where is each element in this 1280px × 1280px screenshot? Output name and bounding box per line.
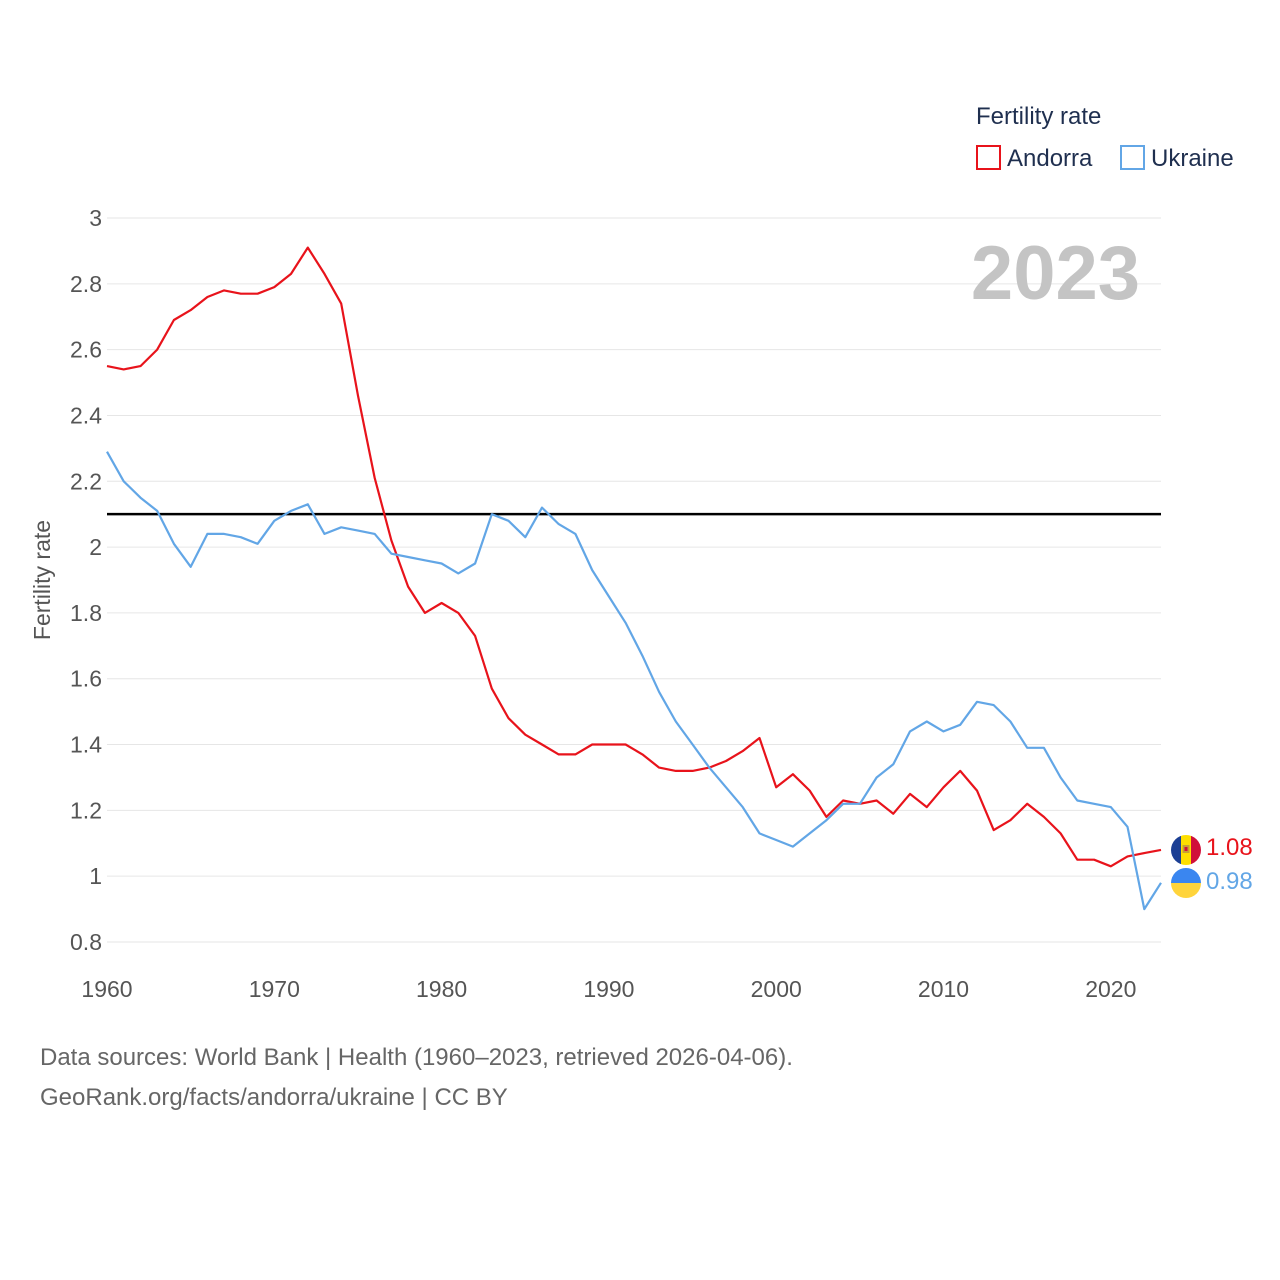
y-tick-label: 1.8 (70, 600, 102, 626)
footer-source: Data sources: World Bank | Health (1960–… (40, 1044, 793, 1071)
y-tick-label: 0.8 (70, 929, 102, 955)
y-tick-label: 2 (89, 534, 102, 560)
year-display: 2023 (971, 231, 1140, 316)
series-line-ukraine (106, 451, 1162, 911)
x-tick-label: 1960 (81, 976, 132, 1002)
y-tick-label: 2.4 (70, 402, 102, 428)
x-axis-ticks: 1960 1970 1980 1990 2000 2010 2020 (81, 976, 1136, 1002)
x-tick-label: 2000 (751, 976, 802, 1002)
y-tick-label: 2.2 (70, 468, 102, 494)
legend-swatch-ukraine (1120, 145, 1145, 170)
y-tick-label: 1.4 (70, 732, 102, 758)
y-tick-label: 2.8 (70, 271, 102, 297)
legend-swatch-andorra (976, 145, 1001, 170)
end-value-ukraine: 0.98 (1206, 868, 1253, 895)
y-axis-ticks: 0.8 1 1.2 1.4 1.6 1.8 2 2.2 2.4 2.6 2.8 3 (70, 205, 102, 955)
y-tick-label: 1 (89, 863, 102, 889)
legend-label-ukraine: Ukraine (1151, 145, 1234, 172)
y-tick-label: 2.6 (70, 337, 102, 363)
ukraine-flag-icon (1171, 868, 1201, 898)
series-lines (106, 246, 1162, 911)
y-tick-label: 1.6 (70, 666, 102, 692)
andorra-flag-icon (1171, 835, 1201, 865)
legend-title: Fertility rate (976, 103, 1101, 130)
y-tick-label: 3 (89, 205, 102, 231)
footer-credit: GeoRank.org/facts/andorra/ukraine | CC B… (40, 1084, 508, 1111)
y-tick-label: 1.2 (70, 797, 102, 823)
x-tick-label: 1980 (416, 976, 467, 1002)
end-value-andorra: 1.08 (1206, 834, 1253, 861)
x-tick-label: 1990 (583, 976, 634, 1002)
legend: Fertility rate Andorra Ukraine (976, 103, 1234, 172)
series-line-andorra (106, 246, 1162, 868)
x-tick-label: 2020 (1085, 976, 1136, 1002)
y-axis-title: Fertility rate (29, 520, 55, 640)
legend-label-andorra: Andorra (1007, 145, 1093, 172)
x-tick-label: 1970 (249, 976, 300, 1002)
grid-lines (107, 217, 1161, 943)
x-tick-label: 2010 (918, 976, 969, 1002)
